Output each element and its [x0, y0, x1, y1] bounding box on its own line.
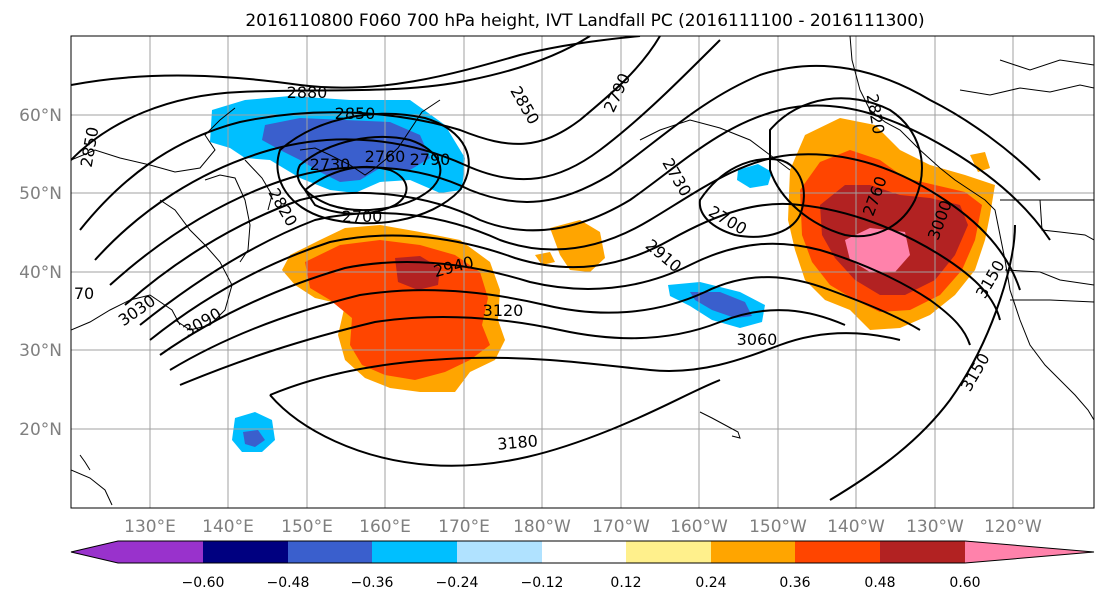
- colorbar-label: −0.48: [267, 575, 310, 591]
- contour-label: 3060: [737, 330, 778, 349]
- contour-label: 2700: [342, 207, 383, 226]
- colorbar-segment: [795, 541, 880, 563]
- colorbar-label: 0.48: [864, 575, 895, 591]
- lon-tick-label: 140°E: [202, 517, 254, 537]
- lat-tick-label: 30°N: [19, 341, 62, 361]
- map-panel: 2880 2850 2790 2760 2730 2820 2700 2940 …: [19, 35, 1095, 537]
- lat-tick-label: 50°N: [19, 184, 62, 204]
- contour-label: 2790: [410, 150, 451, 169]
- colorbar-segment: [372, 541, 457, 563]
- lon-tick-label: 160°W: [670, 517, 728, 537]
- lon-tick-label: 140°W: [827, 517, 885, 537]
- map-frame: [70, 35, 1095, 509]
- height-contours: [71, 36, 1051, 501]
- colorbar-segment: [118, 541, 203, 563]
- colorbar-segment: [880, 541, 965, 563]
- lon-tick-label: 180°W: [513, 517, 571, 537]
- colorbar-label: 0.60: [949, 575, 980, 591]
- colorbar-segment: [288, 541, 372, 563]
- lon-tick-label: 170°E: [438, 517, 490, 537]
- contour-label: 2880: [287, 83, 328, 102]
- colorbar-label: 0.24: [695, 575, 726, 591]
- contour-label: 70: [74, 284, 94, 303]
- lon-tick-label: 160°E: [359, 517, 411, 537]
- lat-tick-label: 40°N: [19, 263, 62, 283]
- contour-label: 2850: [335, 104, 376, 123]
- colorbar-segment: [457, 541, 542, 563]
- contour-label: 3120: [483, 301, 524, 320]
- lat-tick-label: 20°N: [19, 420, 62, 440]
- contour-label: 2730: [310, 155, 351, 174]
- colorbar-label: −0.36: [351, 575, 394, 591]
- colorbar-label: 0.36: [779, 575, 810, 591]
- colorbar-label: 0.12: [610, 575, 641, 591]
- contour-label: 2760: [365, 147, 406, 166]
- colorbar-segment: [711, 541, 795, 563]
- lon-tick-label: 120°W: [984, 517, 1042, 537]
- colorbar-segment: [626, 541, 711, 563]
- lon-tick-label: 170°W: [592, 517, 650, 537]
- colorbar-extend-low: [71, 541, 118, 563]
- colorbar-extend-high: [965, 541, 1094, 563]
- colorbar-label: −0.24: [436, 575, 479, 591]
- contour-label: 3180: [496, 431, 538, 453]
- colorbar: −0.60 −0.48 −0.36 −0.24 −0.12 0.12 0.24 …: [70, 540, 1095, 591]
- positive-region-small: [550, 220, 605, 272]
- colorbar-segment: [203, 541, 288, 563]
- colorbar-label: −0.12: [521, 575, 564, 591]
- colorbar-segment: [542, 541, 626, 563]
- colorbar-label: −0.60: [182, 575, 225, 591]
- lon-tick-label: 150°E: [281, 517, 333, 537]
- figure-title: 2016110800 F060 700 hPa height, IVT Land…: [245, 11, 924, 31]
- lon-tick-label: 150°W: [749, 517, 807, 537]
- lat-tick-label: 60°N: [19, 106, 62, 126]
- latitude-labels: 60°N 50°N 40°N 30°N 20°N: [19, 106, 62, 440]
- lon-tick-label: 130°W: [906, 517, 964, 537]
- longitude-labels: 130°E 140°E 150°E 160°E 170°E 180°W 170°…: [124, 517, 1042, 537]
- lon-tick-label: 130°E: [124, 517, 176, 537]
